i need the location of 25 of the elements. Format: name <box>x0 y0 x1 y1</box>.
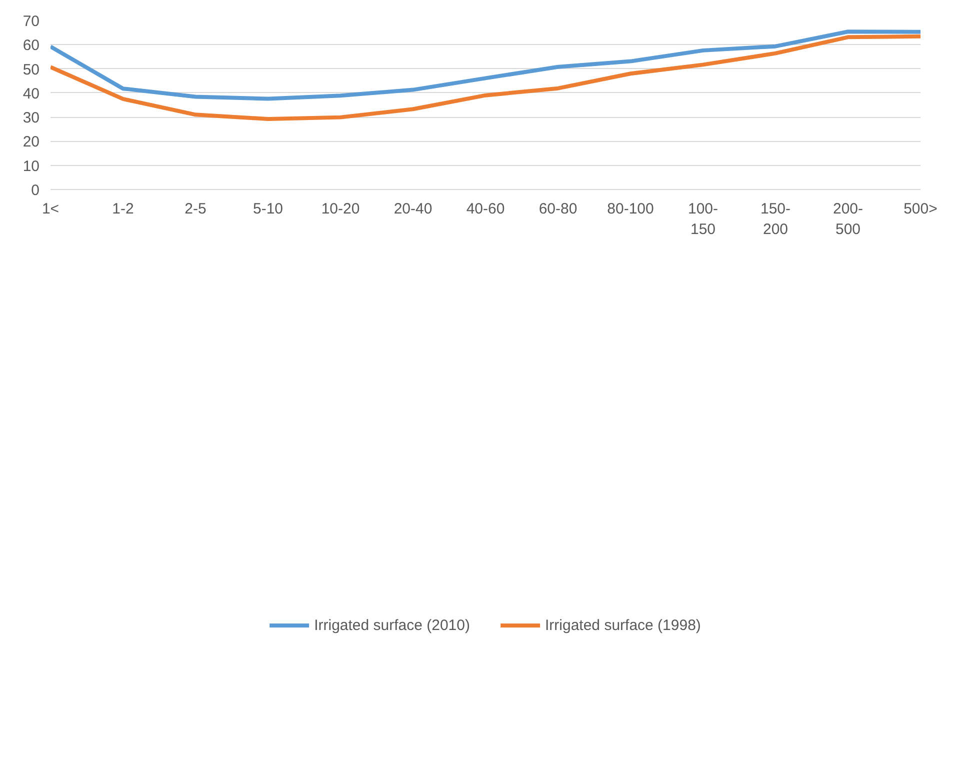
x-tick-label: 80-100 <box>607 200 654 218</box>
y-tick-label: 20 <box>22 134 40 151</box>
legend-label: Irrigated surface (1998) <box>545 616 701 634</box>
x-tick-label: 500> <box>904 200 938 218</box>
y-tick-label: 40 <box>22 85 40 102</box>
x-tick-label: 1-2 <box>112 200 134 218</box>
x-tick-label: 10-20 <box>321 200 360 218</box>
y-tick-label: 0 <box>31 182 40 199</box>
x-tick-label: 2-5 <box>184 200 206 218</box>
line-series <box>50 30 920 101</box>
y-tick-label: 50 <box>22 61 40 78</box>
x-tick-label: 60-80 <box>538 200 578 218</box>
x-tick-label: 40-60 <box>466 200 505 218</box>
x-tick-label: 150-200 <box>760 200 791 238</box>
legend-label: Irrigated surface (2010) <box>314 616 470 634</box>
y-tick-label: 70 <box>22 13 40 30</box>
y-tick-label: 30 <box>22 110 40 127</box>
line-series <box>50 34 920 122</box>
x-tick-label: 200-500 <box>832 200 864 238</box>
y-tick-label: 60 <box>22 37 40 54</box>
x-tick-label: 100-150 <box>688 200 718 238</box>
x-tick-label: 1< <box>42 200 60 218</box>
x-tick-label: 5-10 <box>252 200 284 218</box>
x-tick-label: 20-40 <box>394 200 432 218</box>
y-tick-label: 10 <box>22 158 40 175</box>
